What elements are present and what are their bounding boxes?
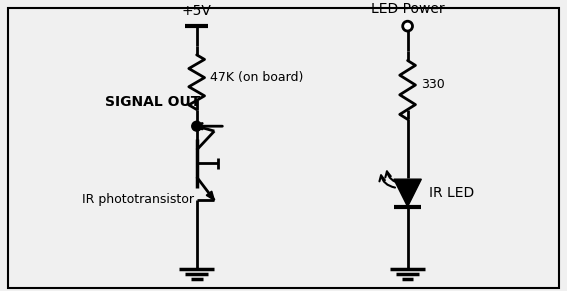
Polygon shape	[394, 179, 421, 207]
Text: 330: 330	[421, 79, 445, 91]
Circle shape	[403, 21, 413, 31]
Text: LED Power: LED Power	[371, 2, 445, 16]
Text: IR LED: IR LED	[429, 186, 475, 200]
Text: SIGNAL OUT: SIGNAL OUT	[105, 95, 200, 109]
Text: +5V: +5V	[182, 4, 211, 18]
Text: 47K (on board): 47K (on board)	[210, 71, 304, 84]
Circle shape	[192, 121, 202, 131]
Text: IR phototransistor: IR phototransistor	[82, 193, 194, 206]
Polygon shape	[206, 191, 214, 200]
